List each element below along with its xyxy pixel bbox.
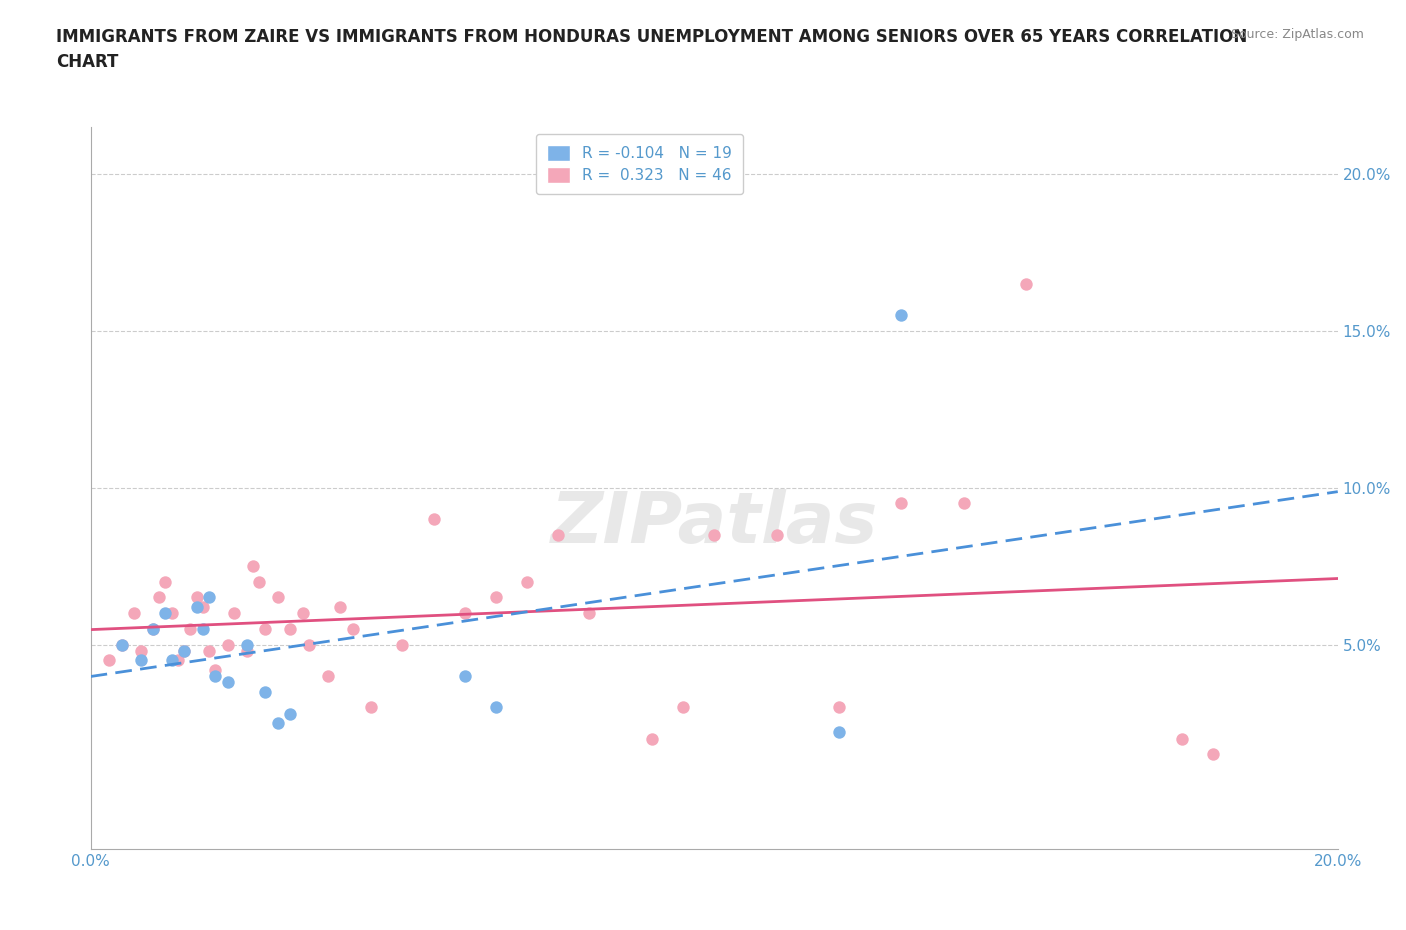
Point bbox=[547, 527, 569, 542]
Point bbox=[828, 700, 851, 715]
Point bbox=[765, 527, 787, 542]
Point bbox=[703, 527, 725, 542]
Point bbox=[952, 496, 974, 511]
Point bbox=[155, 575, 177, 590]
Point bbox=[148, 590, 170, 604]
Point bbox=[217, 637, 239, 652]
Point bbox=[204, 669, 226, 684]
Point bbox=[1015, 276, 1038, 291]
Point bbox=[186, 590, 208, 604]
Point bbox=[672, 700, 695, 715]
Point bbox=[278, 621, 301, 636]
Point bbox=[1171, 731, 1194, 746]
Point bbox=[267, 590, 290, 604]
Point bbox=[329, 600, 352, 615]
Point bbox=[360, 700, 382, 715]
Point bbox=[198, 590, 221, 604]
Text: IMMIGRANTS FROM ZAIRE VS IMMIGRANTS FROM HONDURAS UNEMPLOYMENT AMONG SENIORS OVE: IMMIGRANTS FROM ZAIRE VS IMMIGRANTS FROM… bbox=[56, 28, 1247, 71]
Point bbox=[278, 706, 301, 721]
Point bbox=[291, 605, 314, 620]
Point bbox=[122, 605, 145, 620]
Point bbox=[160, 653, 183, 668]
Point bbox=[890, 308, 912, 323]
Point bbox=[235, 644, 257, 658]
Point bbox=[98, 653, 121, 668]
Point bbox=[155, 605, 177, 620]
Point bbox=[391, 637, 413, 652]
Text: Source: ZipAtlas.com: Source: ZipAtlas.com bbox=[1230, 28, 1364, 41]
Point bbox=[242, 559, 264, 574]
Point bbox=[173, 644, 195, 658]
Point bbox=[485, 590, 508, 604]
Point bbox=[142, 621, 165, 636]
Point bbox=[267, 715, 290, 730]
Legend: R = -0.104   N = 19, R =  0.323   N = 46: R = -0.104 N = 19, R = 0.323 N = 46 bbox=[536, 134, 742, 193]
Point bbox=[641, 731, 664, 746]
Point bbox=[129, 653, 152, 668]
Point bbox=[198, 644, 221, 658]
Point bbox=[298, 637, 321, 652]
Point bbox=[129, 644, 152, 658]
Point bbox=[485, 700, 508, 715]
Text: ZIPatlas: ZIPatlas bbox=[551, 489, 877, 558]
Point bbox=[828, 725, 851, 740]
Point bbox=[422, 512, 444, 526]
Point bbox=[191, 621, 214, 636]
Point bbox=[890, 496, 912, 511]
Point bbox=[316, 669, 339, 684]
Point bbox=[191, 600, 214, 615]
Point bbox=[578, 605, 600, 620]
Point bbox=[173, 644, 195, 658]
Point bbox=[254, 684, 277, 699]
Point bbox=[111, 637, 134, 652]
Point bbox=[454, 605, 477, 620]
Point bbox=[1202, 747, 1225, 762]
Point bbox=[235, 637, 257, 652]
Point bbox=[186, 600, 208, 615]
Point bbox=[222, 605, 245, 620]
Point bbox=[247, 575, 270, 590]
Point bbox=[179, 621, 201, 636]
Point bbox=[454, 669, 477, 684]
Point bbox=[217, 675, 239, 690]
Point bbox=[160, 605, 183, 620]
Point bbox=[342, 621, 364, 636]
Point bbox=[167, 653, 190, 668]
Point bbox=[111, 637, 134, 652]
Point bbox=[516, 575, 538, 590]
Point bbox=[204, 662, 226, 677]
Point bbox=[254, 621, 277, 636]
Point bbox=[142, 621, 165, 636]
